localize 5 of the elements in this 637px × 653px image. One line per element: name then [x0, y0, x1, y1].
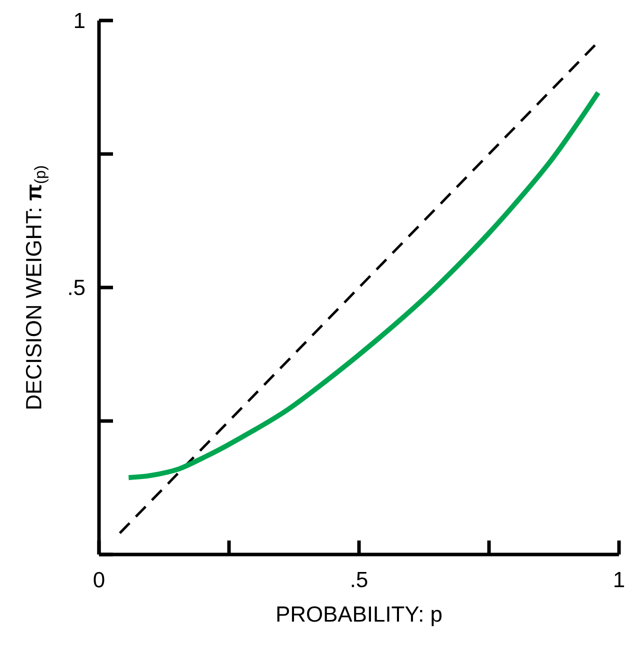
x-axis-title: PROBABILITY: p: [277, 606, 442, 626]
y-axis-title: DECISION WEIGHT: π$_{(p)}$: [26, 166, 48, 408]
x-tick-label: 1: [614, 572, 624, 588]
x-tick-label: 0: [94, 572, 104, 588]
x-tick-label: .5: [352, 572, 368, 588]
